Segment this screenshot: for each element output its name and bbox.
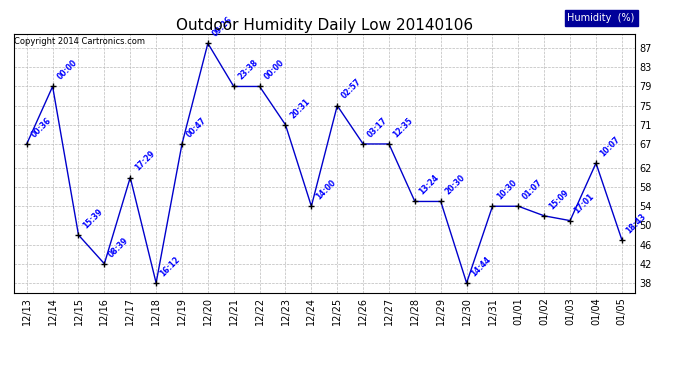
Text: 14:00: 14:00 xyxy=(314,178,337,201)
Text: 01:07: 01:07 xyxy=(521,178,544,201)
Text: 00:36: 00:36 xyxy=(29,116,52,139)
Text: Humidity  (%): Humidity (%) xyxy=(567,13,635,23)
Text: 08:39: 08:39 xyxy=(107,236,130,259)
Text: 12:35: 12:35 xyxy=(392,116,415,139)
Text: 15:09: 15:09 xyxy=(547,188,570,211)
Text: 15:39: 15:39 xyxy=(81,207,104,230)
Text: 14:44: 14:44 xyxy=(469,255,493,278)
Text: Copyright 2014 Cartronics.com: Copyright 2014 Cartronics.com xyxy=(14,38,145,46)
Text: 20:30: 20:30 xyxy=(444,173,466,196)
Text: 16:12: 16:12 xyxy=(159,255,182,278)
Text: 20:31: 20:31 xyxy=(288,97,311,120)
Text: 03:17: 03:17 xyxy=(366,116,389,139)
Text: 00:00: 00:00 xyxy=(55,58,79,82)
Text: 17:29: 17:29 xyxy=(133,149,157,173)
Text: 09:26: 09:26 xyxy=(210,15,234,39)
Text: 10:30: 10:30 xyxy=(495,178,518,201)
Text: 10:07: 10:07 xyxy=(599,135,622,158)
Text: 17:01: 17:01 xyxy=(573,192,596,216)
Text: 00:47: 00:47 xyxy=(185,116,208,139)
Text: 02:57: 02:57 xyxy=(340,77,363,101)
Text: 13:24: 13:24 xyxy=(417,173,441,196)
Text: 23:38: 23:38 xyxy=(236,58,260,82)
Title: Outdoor Humidity Daily Low 20140106: Outdoor Humidity Daily Low 20140106 xyxy=(176,18,473,33)
Text: 18:43: 18:43 xyxy=(624,211,648,235)
Text: 00:00: 00:00 xyxy=(262,58,286,82)
